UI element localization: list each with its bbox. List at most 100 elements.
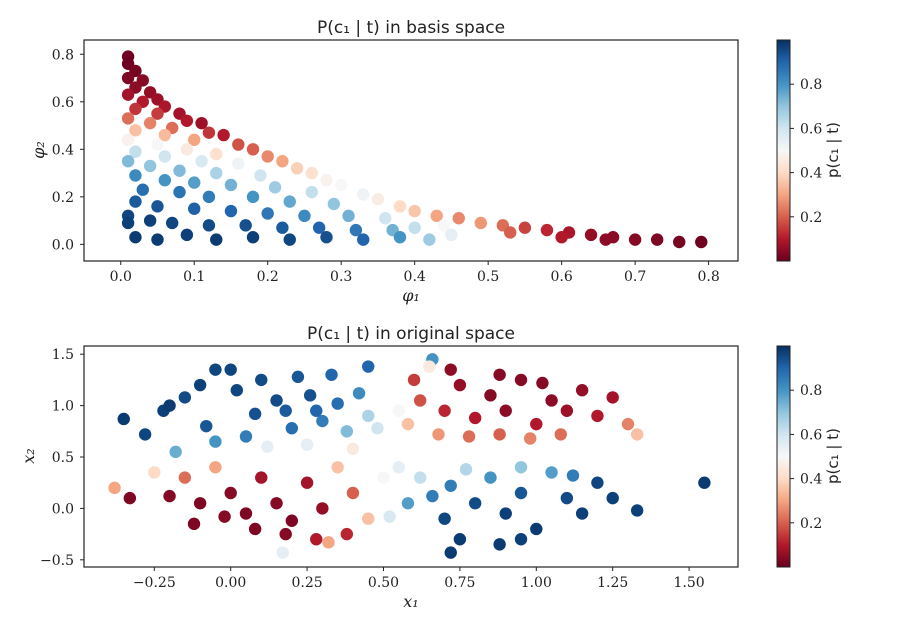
scatter-point	[346, 486, 360, 500]
scatter-point	[209, 363, 222, 376]
scatter-point	[169, 445, 182, 459]
x-tick-label: 0.7	[624, 269, 646, 285]
scatter-point	[202, 126, 216, 139]
scatter-point	[121, 112, 135, 125]
scatter-point	[268, 181, 282, 194]
scatter-point	[193, 378, 207, 392]
scatter-point	[305, 166, 318, 180]
scatter-point	[121, 88, 135, 101]
scatter-point	[121, 216, 135, 230]
scatter-point	[202, 219, 216, 232]
scatter-point	[239, 507, 253, 520]
scatter-point	[117, 412, 130, 426]
scatter-point	[121, 154, 135, 168]
scatter-point	[148, 466, 161, 479]
scatter-point	[379, 212, 392, 225]
basis-space-points	[121, 50, 708, 249]
scatter-point	[165, 216, 179, 230]
scatter-point	[346, 442, 360, 455]
scatter-point	[430, 209, 443, 223]
colorbar-tick-label: 0.6	[800, 121, 822, 137]
basis-space-x-label: φ₁	[402, 286, 420, 305]
scatter-point	[371, 422, 384, 435]
x-tick-label: 0.75	[444, 575, 475, 591]
scatter-point	[530, 522, 543, 536]
scatter-point	[392, 461, 405, 474]
scatter-point	[129, 231, 142, 244]
scatter-point	[545, 394, 558, 407]
x-tick-label: 0.4	[404, 269, 426, 285]
scatter-point	[555, 231, 568, 244]
scatter-point	[224, 204, 238, 218]
scatter-point	[584, 228, 598, 242]
scatter-point	[606, 491, 619, 505]
scatter-point	[591, 476, 604, 489]
y-tick-label: 0.5	[52, 450, 74, 466]
scatter-point	[123, 491, 137, 505]
scatter-point	[180, 114, 194, 127]
x-tick-label: 0.2	[257, 269, 279, 285]
scatter-point	[188, 202, 201, 215]
scatter-point	[630, 428, 644, 441]
original-space-y-label: x₂	[19, 448, 38, 463]
scatter-point	[239, 430, 253, 443]
basis-space-x-ticks: 0.0 0.1 0.2 0.3 0.4 0.5 0.6 0.7 0.8	[110, 261, 720, 285]
scatter-point	[322, 536, 335, 549]
scatter-point	[349, 223, 363, 237]
scatter-point	[300, 438, 314, 451]
original-space-colorbar-ticks: 0.2 0.4 0.6 0.8	[790, 383, 822, 532]
scatter-point	[340, 527, 354, 541]
scatter-point	[158, 128, 172, 142]
scatter-point	[452, 212, 465, 225]
scatter-point	[401, 417, 415, 431]
scatter-point	[357, 233, 370, 246]
scatter-point	[630, 504, 644, 517]
scatter-point	[383, 510, 396, 523]
x-tick-label: 1.00	[521, 575, 552, 591]
scatter-point	[426, 489, 439, 503]
scatter-point	[285, 422, 299, 435]
colorbar-tick-label: 0.8	[800, 77, 822, 93]
scatter-point	[331, 397, 344, 410]
scatter-point	[232, 138, 245, 151]
scatter-point	[459, 463, 473, 476]
scatter-point	[621, 417, 635, 431]
scatter-point	[331, 461, 344, 474]
y-tick-label: 0.2	[52, 190, 74, 206]
scatter-point	[575, 507, 589, 520]
scatter-point	[316, 414, 329, 428]
scatter-point	[423, 360, 436, 373]
scatter-point	[108, 481, 121, 495]
scatter-point	[334, 178, 348, 192]
scatter-point	[178, 391, 192, 404]
scatter-point	[599, 233, 612, 246]
scatter-point	[530, 417, 543, 431]
scatter-point	[444, 363, 457, 376]
scatter-point	[468, 497, 482, 510]
scatter-point	[362, 360, 375, 373]
scatter-point	[129, 195, 142, 208]
basis-space-colorbar: 0.2 0.4 0.6 0.8 p(c₁ | t)	[776, 39, 842, 262]
scatter-point	[248, 522, 262, 536]
scatter-point	[151, 233, 164, 246]
scatter-point	[188, 176, 201, 189]
scatter-point	[413, 471, 427, 484]
scatter-point	[408, 204, 421, 218]
scatter-point	[650, 233, 664, 246]
scatter-point	[151, 200, 164, 213]
scatter-point	[514, 373, 528, 387]
original-space-colorbar-bar	[776, 345, 791, 568]
scatter-point	[283, 233, 296, 246]
scatter-point	[393, 231, 407, 244]
scatter-point	[320, 174, 333, 187]
scatter-point	[362, 409, 375, 423]
scatter-point	[255, 373, 268, 387]
scatter-point	[357, 188, 370, 201]
scatter-point	[121, 133, 135, 147]
scatter-point	[560, 491, 574, 505]
original-space-title: P(c₁ | t) in original space	[307, 324, 515, 344]
basis-space-plot-frame	[83, 39, 739, 262]
scatter-point	[514, 461, 528, 474]
scatter-point	[453, 533, 467, 546]
